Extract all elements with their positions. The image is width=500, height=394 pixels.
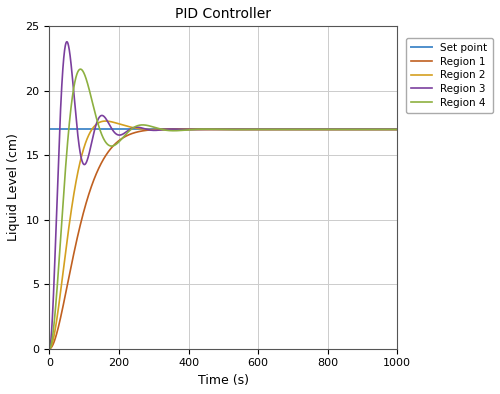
Region 2 [394,127,400,132]
Line: Region 2: Region 2 [50,121,398,349]
Region 1 [46,346,52,351]
X-axis label: Time (s): Time (s) [198,374,249,387]
Region 1 [323,127,329,132]
Region 2 [102,119,108,123]
Region 4 [304,127,310,132]
Region 3 [394,127,400,132]
Region 1 [172,127,178,132]
Region 1 [64,285,70,290]
Region 4 [252,127,258,132]
Region 4 [323,127,329,132]
Legend: Set point, Region 1, Region 2, Region 3, Region 4: Set point, Region 1, Region 2, Region 3,… [406,38,492,113]
Region 4 [46,346,52,351]
Region 4 [172,128,178,133]
Region 3 [304,127,310,132]
Line: Region 1: Region 1 [50,129,398,349]
Line: Region 4: Region 4 [50,69,398,349]
Set point [46,127,52,132]
Region 2 [46,346,52,351]
Region 2 [323,127,329,132]
Region 2 [64,240,70,245]
Region 4 [394,127,400,132]
Y-axis label: Liquid Level (cm): Liquid Level (cm) [7,134,20,242]
Region 1 [172,127,177,132]
Title: PID Controller: PID Controller [176,7,272,21]
Line: Region 3: Region 3 [50,42,398,349]
Region 2 [172,127,178,132]
Region 3 [323,127,329,132]
Region 4 [64,149,70,154]
Region 2 [304,127,310,132]
Region 3 [64,39,70,44]
Region 1 [304,127,310,132]
Region 4 [268,127,274,132]
Region 3 [252,127,258,132]
Region 2 [252,127,258,132]
Region 1 [394,127,400,132]
Region 1 [252,127,258,132]
Region 2 [268,127,274,132]
Set point [46,127,52,132]
Region 3 [268,127,274,132]
Region 1 [268,127,274,132]
Region 4 [78,67,84,72]
Region 3 [172,127,178,132]
Region 3 [46,346,52,351]
Region 3 [64,39,70,44]
